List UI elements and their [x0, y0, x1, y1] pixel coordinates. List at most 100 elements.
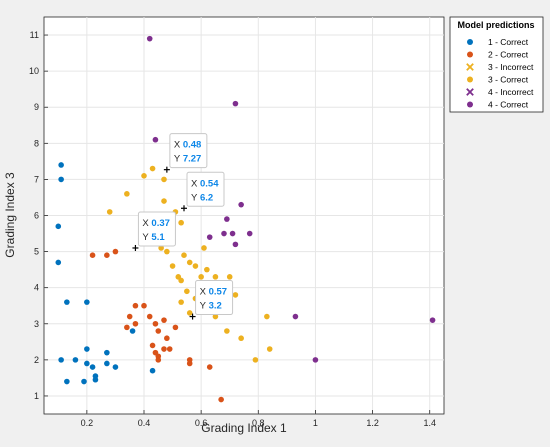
point-3-correct [192, 263, 199, 269]
datatip-y-label: Y [142, 232, 149, 243]
point-3-correct [201, 245, 207, 251]
point-3-correct [106, 209, 113, 215]
point-2-correct [161, 346, 167, 352]
point-1-correct [89, 364, 96, 370]
point-3-correct [169, 263, 176, 269]
legend-marker-4-incorrect [466, 88, 474, 96]
cross-stroke [466, 88, 474, 96]
point-1-correct [58, 357, 64, 363]
datatip-x-label: X [142, 218, 149, 229]
point-1-correct [58, 162, 64, 168]
point-3-correct [161, 198, 167, 204]
datatip-x-value: 0.37 [151, 218, 170, 229]
point-3-correct [226, 274, 233, 280]
point-3-correct [124, 191, 130, 197]
point-3-correct [266, 346, 273, 352]
point-1-correct [112, 364, 119, 370]
point-2-correct [152, 320, 159, 327]
cross-stroke [466, 63, 474, 71]
point-2-correct [161, 317, 167, 323]
datatip: X 0.54Y 6.2 [181, 171, 225, 212]
datatip-box [169, 133, 208, 169]
point-2-correct [104, 252, 110, 258]
point-2-correct [146, 313, 153, 320]
x-tick-label: 0.4 [138, 418, 151, 428]
y-tick-label: 8 [34, 138, 39, 148]
point-2-correct [124, 324, 130, 331]
datatip-y-value: 5.1 [151, 232, 165, 243]
point-1-correct [58, 176, 64, 183]
grid-lines [44, 17, 444, 414]
datatip-x-label: X [200, 287, 207, 298]
y-axis-label: Grading Index 3 [3, 172, 17, 258]
point-4-correct [221, 230, 227, 237]
point-2-correct [89, 252, 96, 258]
point-3-correct [158, 245, 164, 251]
point-1-correct [81, 378, 87, 385]
point-3-correct [186, 259, 193, 266]
legend-marker-2-correct [467, 51, 473, 58]
point-3-correct [178, 299, 184, 305]
legend-title: Model predictions [457, 20, 534, 30]
point-2-correct [206, 364, 213, 370]
point-4-correct [232, 241, 239, 248]
datatip-y-label: Y [191, 192, 198, 203]
point-4-correct [152, 136, 159, 143]
legend-label-2-correct: 2 - Correct [488, 50, 529, 60]
point-4-correct [246, 230, 253, 237]
point-4-correct [206, 234, 213, 240]
point-4-correct [429, 317, 436, 323]
datatip-y-value: 6.2 [200, 192, 213, 203]
point-3-correct [161, 176, 167, 183]
point-1-correct [64, 378, 70, 385]
point-4-correct [292, 313, 299, 320]
point-1-correct [84, 299, 90, 305]
y-tick-label: 9 [34, 102, 39, 112]
point-4-correct [146, 35, 153, 42]
x-axis-label: Grading Index 1 [201, 421, 287, 435]
point-4-correct [312, 357, 319, 363]
legend-label-1-correct: 1 - Correct [488, 37, 529, 47]
data-points [55, 35, 436, 403]
point-3-correct [164, 248, 170, 255]
y-tick-label: 5 [34, 247, 39, 257]
datatip-box [186, 171, 225, 207]
datatip-x-value: 0.54 [200, 178, 219, 189]
point-2-correct [218, 396, 224, 403]
legend-marker-3-correct [467, 76, 473, 83]
datatips: X 0.48Y 7.27X 0.54Y 6.2X 0.37Y 5.1X 0.57Y 3.2 [132, 133, 234, 320]
y-tick-label: 7 [34, 174, 39, 184]
point-1-correct [149, 367, 156, 374]
x-tick-label: 1 [313, 418, 318, 428]
point-2-correct [126, 313, 133, 320]
axis-ticks: 0.2 0.4 0.6 0.8 1 1.2 1.4 1 2 3 4 5 6 7 8 9 10 11 [29, 30, 436, 428]
legend-label-3-incorrect: 3 - Incorrect [488, 62, 534, 72]
point-2-correct [164, 335, 170, 342]
legend-label-4-incorrect: 4 - Incorrect [488, 87, 534, 97]
point-1-correct [55, 223, 62, 230]
datatip-x-value: 0.57 [209, 287, 228, 298]
datatip-x-label: X [191, 178, 198, 189]
y-tick-label: 1 [34, 391, 39, 401]
point-2-correct [172, 324, 179, 331]
point-3-correct [198, 274, 204, 280]
y-tick-label: 3 [34, 319, 39, 329]
y-tick-label: 4 [34, 283, 39, 293]
point-2-correct [186, 360, 193, 367]
legend-marker-3-incorrect [466, 63, 474, 71]
point-3-correct [141, 173, 147, 179]
datatip-y-label: Y [174, 154, 181, 165]
point-4-correct [224, 216, 230, 222]
point-3-correct [178, 277, 184, 284]
datatip-y-value: 3.2 [209, 301, 222, 312]
point-4-correct [238, 201, 244, 208]
point-2-correct [132, 302, 139, 309]
point-2-correct [132, 320, 139, 327]
legend[interactable]: Model predictions 1 - Correct 2 - Correct… [449, 16, 544, 113]
point-3-correct [181, 252, 187, 258]
x-tick-label: 0.2 [81, 418, 94, 428]
x-tick-label: 1.4 [423, 418, 436, 428]
legend-box [449, 16, 544, 113]
